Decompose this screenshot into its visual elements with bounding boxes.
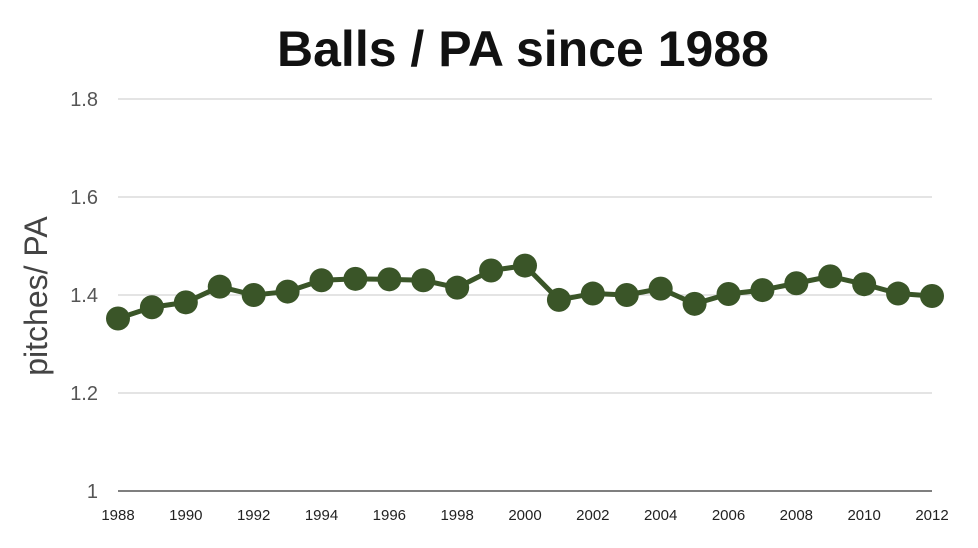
x-tick-label: 2000 — [508, 507, 541, 524]
chart-title: Balls / PA since 1988 — [277, 21, 769, 77]
y-tick-label: 1 — [87, 481, 98, 503]
data-point — [513, 253, 537, 278]
y-tick-label: 1.8 — [70, 89, 98, 111]
data-point — [546, 287, 571, 312]
x-tick-label: 1996 — [373, 507, 406, 524]
series-balls-per-pa — [106, 253, 944, 331]
data-point — [886, 281, 911, 306]
x-tick-label: 1994 — [305, 507, 338, 524]
x-tick-label: 2004 — [644, 507, 677, 524]
x-tick-label: 2006 — [712, 507, 745, 524]
data-point — [207, 274, 232, 299]
gridlines — [118, 98, 932, 394]
data-point — [275, 279, 300, 304]
x-tick-label: 2008 — [780, 507, 813, 524]
x-tick-label: 1990 — [169, 507, 202, 524]
data-point — [682, 291, 707, 316]
data-point — [818, 264, 843, 289]
data-point — [377, 267, 402, 292]
data-point — [920, 283, 944, 308]
data-point — [648, 276, 673, 301]
x-tick-label: 1992 — [237, 507, 270, 524]
y-axis-label: pitches/ PA — [18, 216, 54, 376]
data-point — [343, 266, 368, 291]
y-tick-labels: 1 1.2 1.4 1.6 1.8 — [70, 89, 98, 503]
x-tick-label: 1998 — [440, 507, 473, 524]
data-point — [411, 268, 436, 293]
x-tick-labels: 1988 1990 1992 1994 1996 1998 2000 2002 2004 2006… — [101, 507, 948, 524]
x-tick-label: 1988 — [101, 507, 134, 524]
data-point — [614, 283, 639, 307]
data-point — [241, 283, 266, 307]
x-tick-label: 2002 — [576, 507, 609, 524]
data-point — [173, 290, 198, 315]
data-point — [106, 306, 130, 331]
data-point — [445, 275, 470, 300]
data-point — [139, 295, 164, 320]
x-tick-label: 2012 — [915, 507, 948, 524]
data-point — [784, 271, 809, 296]
data-point — [479, 258, 504, 283]
data-point — [852, 272, 877, 297]
data-point — [309, 268, 334, 293]
y-tick-label: 1.4 — [70, 285, 98, 307]
y-tick-label: 1.2 — [70, 383, 98, 405]
y-tick-label: 1.6 — [70, 187, 98, 209]
x-tick-label: 2010 — [847, 507, 880, 524]
data-point — [716, 282, 741, 307]
data-point — [580, 281, 605, 306]
data-point — [750, 278, 775, 303]
